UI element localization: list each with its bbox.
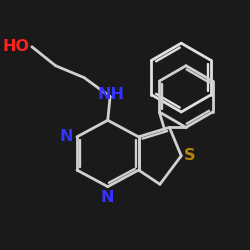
Text: N: N <box>101 190 114 205</box>
Text: S: S <box>184 148 195 163</box>
Text: N: N <box>60 129 73 144</box>
Text: HO: HO <box>2 39 30 54</box>
Text: NH: NH <box>98 87 125 102</box>
